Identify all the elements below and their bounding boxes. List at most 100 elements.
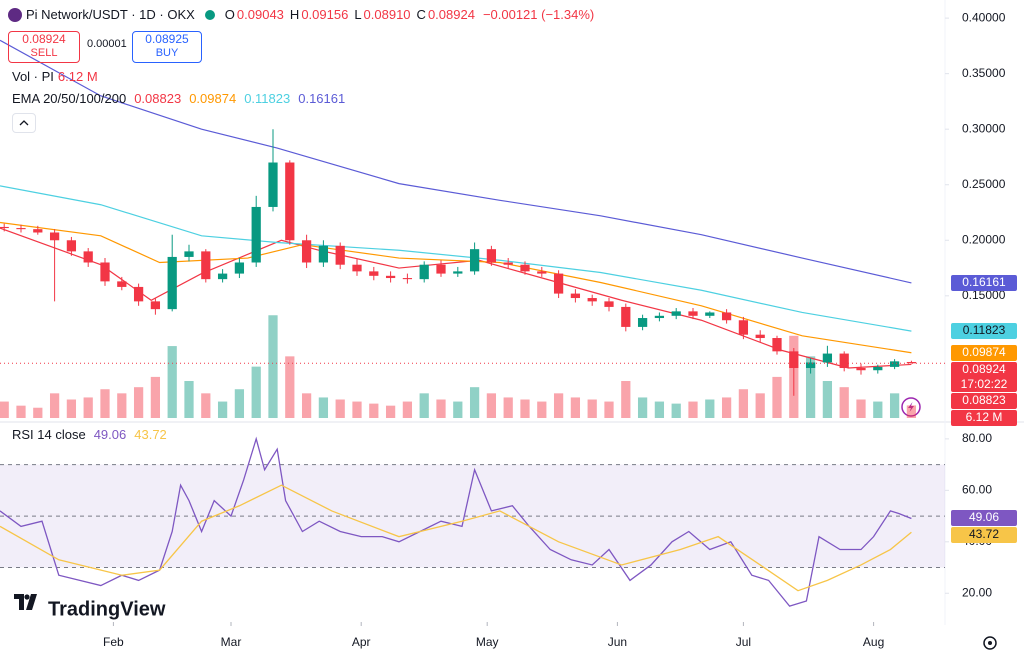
candle-body bbox=[318, 245, 329, 263]
candle-body bbox=[49, 232, 60, 241]
candle-body bbox=[436, 264, 446, 274]
volume-bar bbox=[520, 399, 530, 418]
volume-bar bbox=[49, 393, 60, 418]
candle-body bbox=[335, 245, 345, 265]
candle-body bbox=[150, 301, 161, 310]
x-tick-label: Mar bbox=[221, 635, 242, 649]
volume-bar bbox=[453, 401, 463, 418]
candle-body bbox=[301, 240, 312, 263]
volume-bar bbox=[335, 399, 345, 418]
volume-bar bbox=[352, 401, 362, 418]
volume-bar bbox=[33, 407, 43, 418]
rsi-label: RSI 14 close bbox=[12, 427, 86, 442]
candle-body bbox=[604, 301, 614, 307]
candle-body bbox=[688, 311, 698, 316]
volume-bar bbox=[436, 399, 446, 418]
change: −0.00121 (−1.34%) bbox=[482, 7, 595, 22]
box-text: 49.06 bbox=[968, 510, 1000, 525]
settings-icon[interactable] bbox=[983, 636, 997, 650]
symbol-row: Pi Network/USDT · 1D · OKX O 0.09043 H 0.09… bbox=[8, 7, 594, 22]
candle-body bbox=[285, 162, 295, 241]
candle-body bbox=[587, 298, 597, 302]
volume-bar bbox=[873, 401, 883, 418]
candle-body bbox=[906, 361, 917, 364]
y-tick-label: 80.00 bbox=[962, 431, 992, 445]
ema-value: 0.11823 bbox=[244, 91, 291, 106]
chevron-path bbox=[19, 120, 29, 126]
rsi-value-label: 43.72 bbox=[951, 527, 1017, 544]
candle-body bbox=[133, 286, 144, 302]
market-status bbox=[204, 9, 215, 20]
volume-bar bbox=[419, 393, 429, 418]
ohlc-value: 0.09043 bbox=[236, 7, 284, 22]
candle-body bbox=[772, 338, 782, 352]
ema-100-label: 0.11823 bbox=[951, 323, 1017, 340]
candle-body bbox=[217, 273, 228, 280]
candle-body bbox=[385, 275, 396, 279]
candle-body bbox=[721, 312, 732, 321]
y-tick-label: 0.30000 bbox=[962, 121, 1006, 135]
candle-body bbox=[469, 249, 480, 272]
volume-bar bbox=[83, 397, 93, 418]
volume-bar bbox=[654, 401, 665, 418]
volume-bar bbox=[285, 356, 295, 418]
buy-button[interactable]: 0.08925 BUY bbox=[132, 31, 202, 63]
ohlc-value: 0.08924 bbox=[427, 7, 475, 22]
volume-bar bbox=[621, 381, 631, 418]
candle-body bbox=[234, 262, 245, 274]
y-tick-label: 0.15000 bbox=[962, 288, 1006, 302]
ema-200-label: 0.16161 bbox=[951, 274, 1017, 291]
volume-bar bbox=[839, 387, 849, 418]
volume-bar bbox=[755, 393, 765, 418]
volume-bar bbox=[721, 397, 732, 418]
candle-body bbox=[66, 240, 77, 252]
x-tick-label: Jun bbox=[608, 635, 627, 649]
ema-line bbox=[0, 185, 912, 332]
rsi-value-label: 49.06 bbox=[951, 510, 1017, 527]
volume-bar bbox=[268, 315, 278, 418]
sell-button[interactable]: 0.08924 SELL bbox=[8, 31, 80, 63]
symbol-logo bbox=[8, 7, 22, 22]
box-text: 0.08924 bbox=[962, 361, 1006, 376]
ema-value: 0.16161 bbox=[298, 91, 346, 106]
x-tick-label: Aug bbox=[863, 635, 884, 649]
candle-body bbox=[402, 278, 413, 280]
candle-body bbox=[856, 368, 866, 371]
volume-legend: Vol · PI 6.12 M bbox=[12, 69, 98, 84]
volume-bar bbox=[234, 389, 245, 418]
ema-line bbox=[0, 39, 912, 284]
ema-value: 0.08823 bbox=[134, 91, 182, 106]
y-tick-label: 60.00 bbox=[962, 483, 992, 497]
candle-body bbox=[805, 362, 816, 369]
ohlc-key: C bbox=[416, 7, 426, 22]
lightning-icon[interactable] bbox=[901, 397, 921, 417]
collapse-button[interactable] bbox=[12, 113, 36, 133]
brand-logo bbox=[14, 594, 37, 610]
y-tick-label: 0.40000 bbox=[962, 10, 1006, 24]
x-tick-label: Feb bbox=[103, 635, 124, 649]
chevron bbox=[19, 120, 29, 126]
volume-bar bbox=[604, 401, 614, 418]
x-tick-label: Apr bbox=[352, 635, 371, 649]
ema-50-label: 0.09874 bbox=[951, 344, 1017, 361]
brand-dot bbox=[24, 594, 30, 600]
brand-text: TradingView bbox=[48, 598, 166, 620]
candle-body bbox=[553, 273, 564, 294]
volume-bar bbox=[100, 389, 110, 418]
last-price-label: 0.08924 17:02:22 bbox=[951, 361, 1017, 392]
volume-bar bbox=[469, 387, 480, 418]
candle-body bbox=[268, 162, 278, 207]
volume-bar bbox=[369, 403, 379, 418]
volume-bar bbox=[822, 381, 833, 418]
ohlc-value: 0.08910 bbox=[363, 7, 411, 22]
candle-body bbox=[201, 251, 211, 280]
volume-bar bbox=[251, 366, 261, 418]
y-tick-label: 0.25000 bbox=[962, 177, 1006, 191]
volume-bar bbox=[856, 399, 866, 418]
candle-body bbox=[621, 306, 631, 327]
box-text: 17:02:22 bbox=[960, 376, 1008, 391]
buy-price: 0.08925 bbox=[145, 32, 189, 46]
volume-bar bbox=[402, 401, 413, 418]
candle-body bbox=[654, 315, 665, 319]
